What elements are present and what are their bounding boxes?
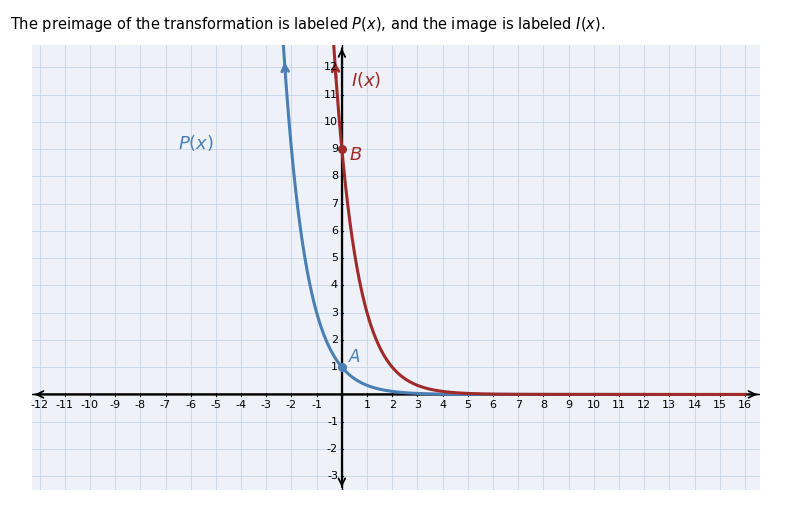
Text: 7: 7 [331, 198, 338, 209]
Text: 15: 15 [713, 400, 726, 410]
Text: -2: -2 [286, 400, 297, 410]
Text: 3: 3 [331, 308, 338, 318]
Text: -8: -8 [134, 400, 146, 410]
Text: The preimage of the transformation is labeled $P(x)$, and the image is labeled $: The preimage of the transformation is la… [10, 15, 606, 34]
Text: -6: -6 [185, 400, 196, 410]
Text: 13: 13 [662, 400, 676, 410]
Text: $A$: $A$ [348, 348, 362, 366]
Text: -5: -5 [210, 400, 222, 410]
Text: -1: -1 [311, 400, 322, 410]
Text: $B$: $B$ [350, 146, 362, 164]
Text: -3: -3 [327, 471, 338, 481]
Text: 16: 16 [738, 400, 752, 410]
Text: 3: 3 [414, 400, 421, 410]
Text: 4: 4 [439, 400, 446, 410]
Text: -4: -4 [235, 400, 246, 410]
Text: -12: -12 [30, 400, 49, 410]
Text: 7: 7 [514, 400, 522, 410]
Text: 6: 6 [490, 400, 497, 410]
Text: -11: -11 [56, 400, 74, 410]
Text: -1: -1 [327, 417, 338, 427]
Text: 1: 1 [331, 362, 338, 372]
Text: -7: -7 [160, 400, 171, 410]
Text: 9: 9 [331, 144, 338, 154]
Text: 5: 5 [464, 400, 471, 410]
Text: 14: 14 [687, 400, 702, 410]
Text: 12: 12 [324, 62, 338, 72]
Text: 4: 4 [331, 280, 338, 290]
Text: -3: -3 [261, 400, 272, 410]
Text: 11: 11 [612, 400, 626, 410]
Text: 10: 10 [586, 400, 601, 410]
Text: 11: 11 [324, 89, 338, 99]
Text: 5: 5 [331, 253, 338, 263]
Text: $P(x)$: $P(x)$ [178, 133, 214, 153]
Text: -2: -2 [327, 444, 338, 454]
Text: 8: 8 [540, 400, 547, 410]
Text: 8: 8 [331, 171, 338, 181]
Text: 1: 1 [363, 400, 370, 410]
Text: $I(x)$: $I(x)$ [350, 70, 381, 90]
Text: 10: 10 [324, 117, 338, 127]
Text: -10: -10 [81, 400, 99, 410]
Text: 12: 12 [637, 400, 651, 410]
Text: 6: 6 [331, 226, 338, 236]
Text: -9: -9 [110, 400, 121, 410]
Text: 9: 9 [565, 400, 572, 410]
Text: 2: 2 [389, 400, 396, 410]
Text: 2: 2 [331, 335, 338, 345]
